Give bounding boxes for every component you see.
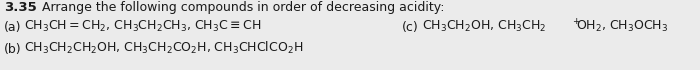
Text: CH$_3$CH$_2$OH, CH$_3$CH$_2$: CH$_3$CH$_2$OH, CH$_3$CH$_2$	[422, 19, 547, 34]
Text: Arrange the following compounds in order of decreasing acidity:: Arrange the following compounds in order…	[42, 1, 444, 14]
Text: OH$_2$, CH$_3$OCH$_3$: OH$_2$, CH$_3$OCH$_3$	[576, 19, 668, 34]
Text: (a): (a)	[4, 21, 22, 34]
Text: (c): (c)	[402, 21, 419, 34]
Text: CH$_3$CH$=$CH$_2$, CH$_3$CH$_2$CH$_3$, CH$_3$C$\equiv$CH: CH$_3$CH$=$CH$_2$, CH$_3$CH$_2$CH$_3$, C…	[24, 19, 261, 34]
Text: CH$_3$CH$_2$CH$_2$OH, CH$_3$CH$_2$CO$_2$H, CH$_3$CHClCO$_2$H: CH$_3$CH$_2$CH$_2$OH, CH$_3$CH$_2$CO$_2$…	[24, 40, 303, 56]
Text: +: +	[572, 17, 580, 26]
Text: 3.35: 3.35	[4, 1, 36, 14]
Text: (b): (b)	[4, 43, 22, 56]
